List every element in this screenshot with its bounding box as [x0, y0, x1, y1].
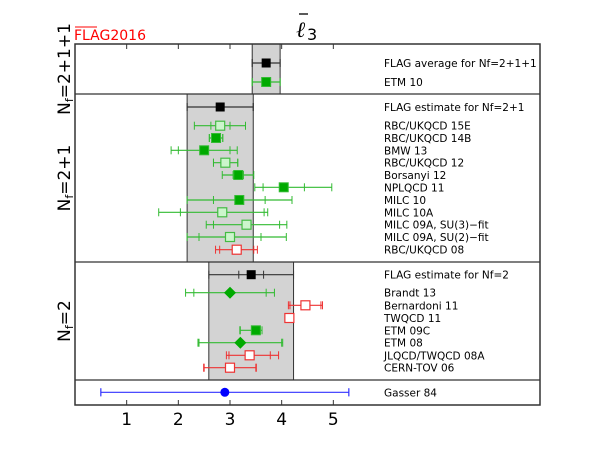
marker-square — [261, 58, 271, 68]
data-point — [284, 312, 295, 324]
point-label: Borsanyi 12 — [384, 170, 446, 182]
x-tick-label: 5 — [328, 410, 339, 430]
x-tick-label: 1 — [121, 410, 132, 430]
plot-frame — [74, 43, 541, 406]
data-point — [205, 219, 288, 230]
point-label: FLAG estimate for Nf=2+1 — [384, 102, 524, 114]
point-label: TWQCD 11 — [383, 313, 441, 325]
data-point — [185, 286, 275, 299]
data-point — [215, 244, 258, 255]
group-label: Nf=2 — [55, 300, 76, 342]
data-point — [158, 207, 269, 218]
marker-diamond — [224, 286, 236, 299]
marker-square-open — [241, 219, 252, 230]
marker-square-open — [224, 362, 236, 373]
marker-square — [250, 325, 261, 336]
marker-square — [278, 182, 289, 193]
flag-logo-text: FLAG2016 — [74, 28, 146, 44]
data-point — [251, 77, 281, 87]
chart-title: ℓ 3 — [296, 13, 317, 44]
marker-square-open — [300, 300, 311, 311]
data-point — [225, 350, 280, 361]
data-point — [239, 325, 263, 336]
point-label: Brandt 13 — [384, 288, 436, 300]
flag-band — [208, 261, 295, 381]
point-label: MILC 09A, SU(3)−fit — [384, 220, 489, 232]
point-label: NPLQCD 11 — [384, 182, 444, 194]
point-label: RBC/UKQCD 14B — [384, 133, 471, 145]
data-point — [186, 102, 254, 112]
marker-square — [233, 170, 244, 180]
marker-square — [215, 102, 225, 112]
point-label: ETM 10 — [384, 77, 423, 89]
point-label: JLQCD/TWQCD 08A — [383, 350, 485, 362]
point-label: RBC/UKQCD 08 — [384, 245, 464, 257]
data-point — [170, 145, 238, 156]
marker-square — [199, 145, 210, 156]
data-point — [251, 58, 281, 68]
point-label: BMW 13 — [384, 145, 427, 157]
data-point — [197, 336, 284, 349]
data-point — [208, 133, 224, 143]
point-label: ETM 09C — [384, 325, 430, 337]
data-point — [208, 270, 295, 280]
flag-watermark: FLAG2016 — [74, 26, 146, 44]
marker-square — [211, 133, 222, 143]
point-label: CERN-TOV 06 — [384, 363, 455, 375]
marker-square-open — [284, 312, 295, 324]
point-label: ETM 08 — [384, 338, 423, 350]
marker-square — [261, 77, 272, 87]
point-label: MILC 10 — [384, 195, 426, 207]
group-label: Nf=2+1+1 — [55, 23, 76, 115]
marker-square — [234, 195, 245, 205]
point-label: FLAG average for Nf=2+1+1 — [384, 58, 537, 70]
marker-square-open — [215, 120, 226, 131]
point-label: MILC 10A — [384, 207, 434, 219]
marker-square-open — [217, 207, 228, 218]
marker-square — [246, 270, 256, 280]
data-point — [221, 170, 255, 180]
marker-diamond — [234, 336, 247, 349]
marker-circle — [220, 387, 230, 397]
x-tick-label: 4 — [276, 410, 287, 430]
data-point — [203, 362, 257, 373]
data-point — [287, 300, 323, 311]
data-point — [254, 182, 333, 193]
point-label: Gasser 84 — [384, 387, 437, 399]
title-sub: 3 — [307, 25, 317, 44]
data-point — [212, 157, 239, 168]
data-point — [186, 231, 287, 243]
title-ell: ℓ — [296, 18, 306, 43]
marker-square-open — [231, 244, 242, 255]
data-point — [186, 195, 293, 205]
data-point — [100, 387, 350, 397]
group-label: Nf=2+1 — [55, 145, 76, 212]
point-label: Bernardoni 11 — [384, 300, 458, 312]
marker-square-open — [224, 231, 236, 243]
marker-square-open — [220, 157, 231, 168]
marker-square-open — [244, 350, 255, 361]
point-label: MILC 09A, SU(2)−fit — [384, 232, 489, 244]
point-label: RBC/UKQCD 15E — [384, 121, 471, 133]
x-tick-label: 3 — [225, 410, 236, 430]
point-label: RBC/UKQCD 12 — [384, 158, 464, 170]
x-tick-label: 2 — [173, 410, 184, 430]
data-point — [193, 120, 246, 131]
point-label: FLAG estimate for Nf=2 — [384, 270, 509, 282]
